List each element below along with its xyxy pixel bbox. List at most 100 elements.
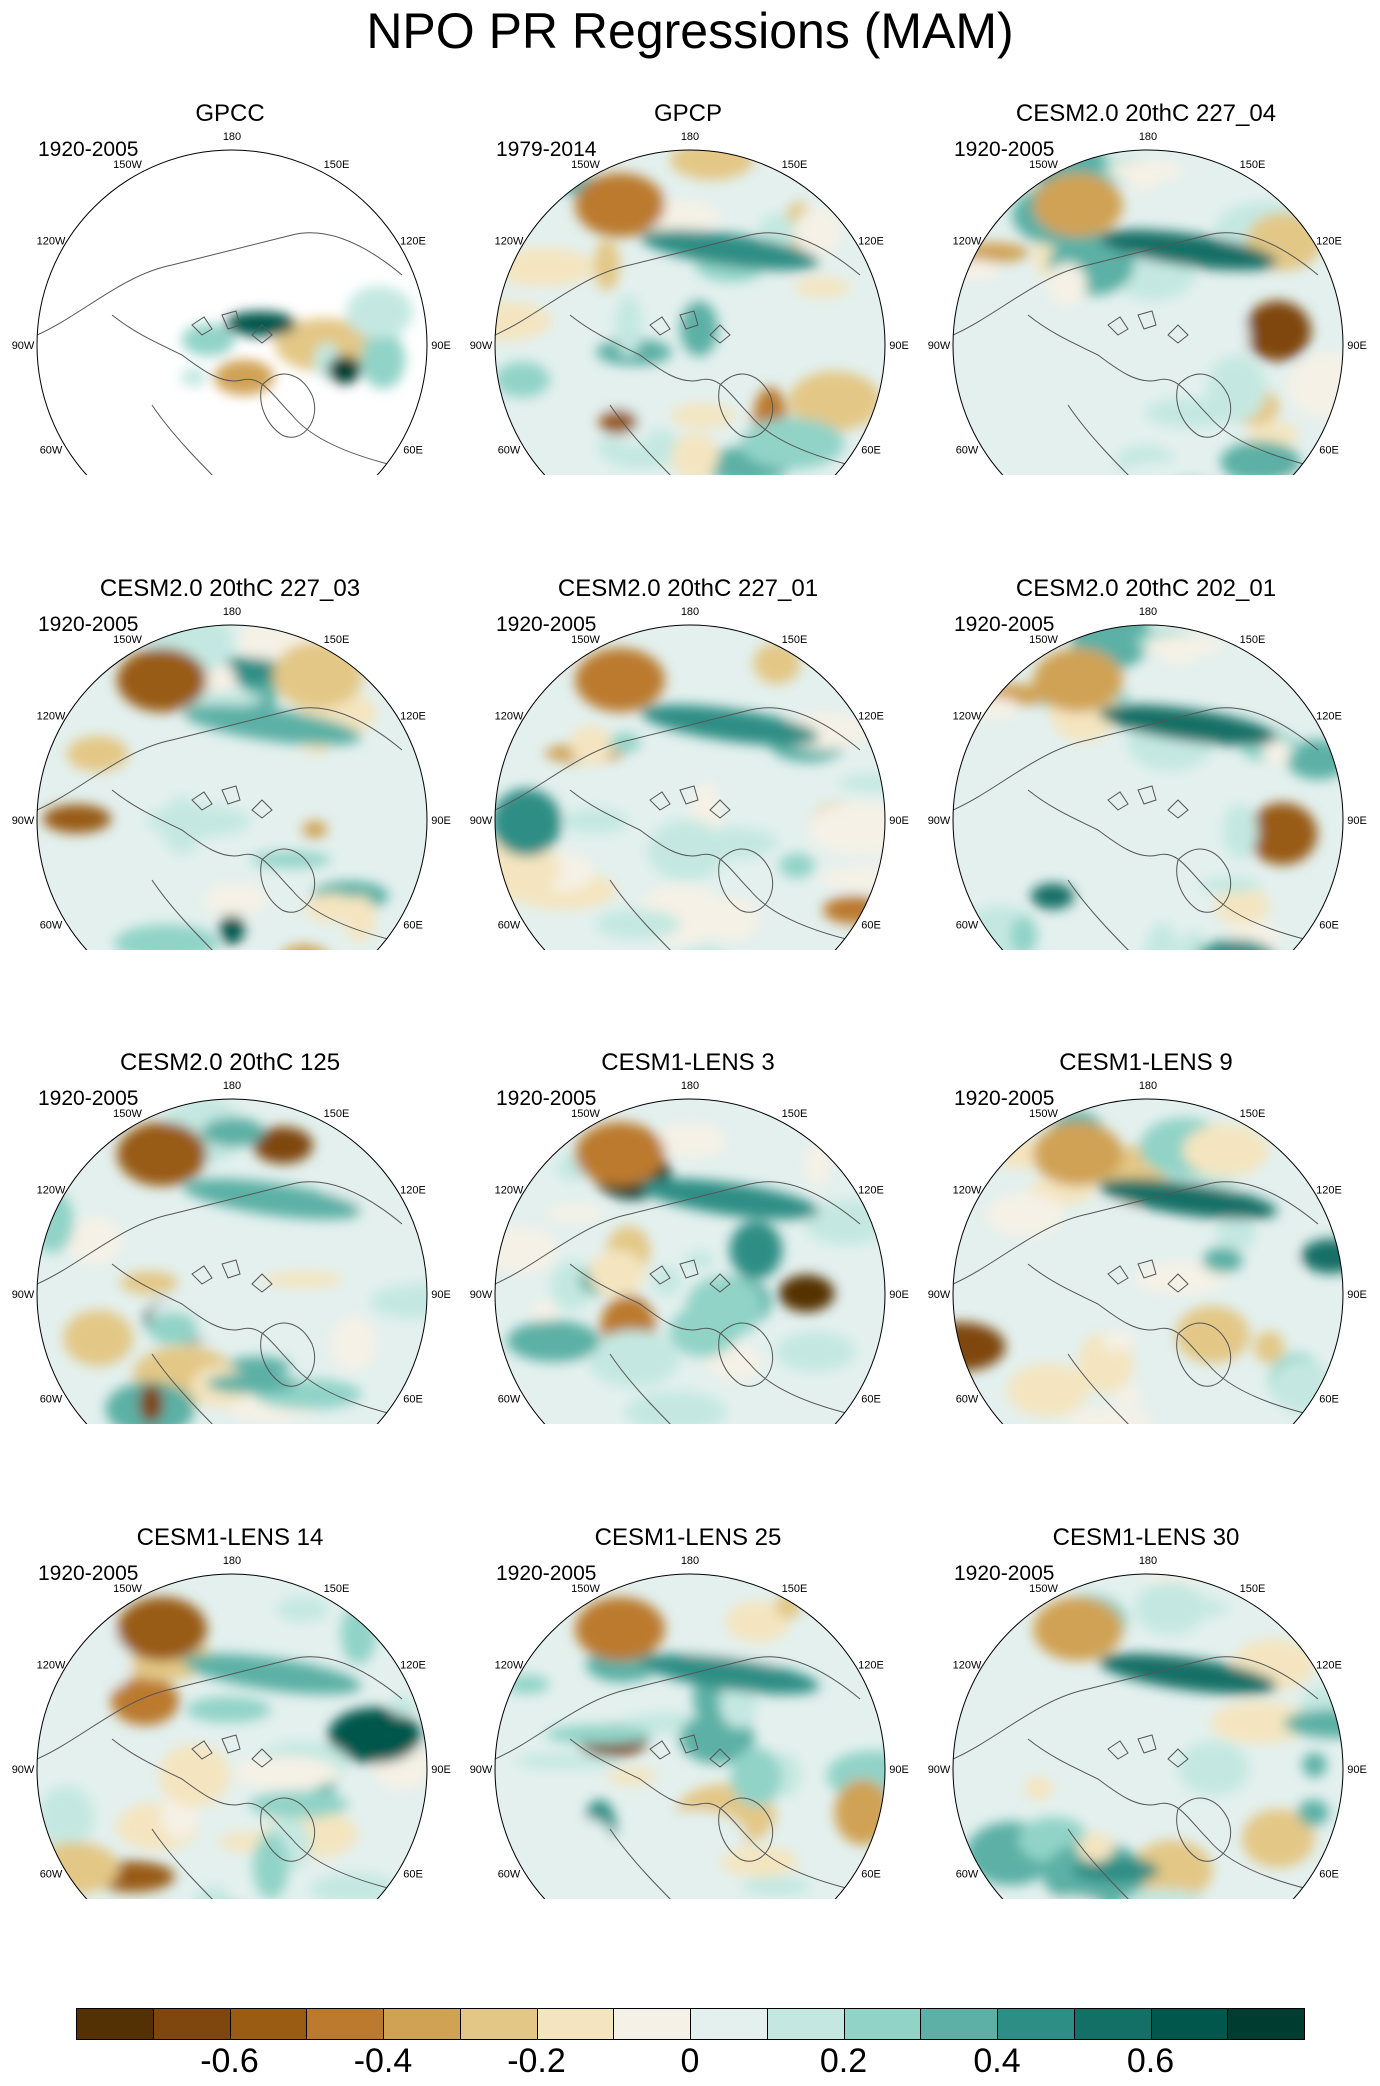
anomaly-patch: [495, 361, 550, 398]
longitude-label: 150W: [1029, 159, 1058, 171]
anomaly-patch: [729, 1220, 783, 1279]
anomaly-patch: [276, 1596, 329, 1622]
polar-map: 180150E120E90E60E30E030W60W90W120W150W: [470, 1555, 909, 1899]
anomaly-patch: [647, 819, 727, 881]
anomaly-patch: [613, 764, 644, 827]
colorbar-swatch: [229, 2008, 308, 2040]
anomaly-patch: [330, 1316, 377, 1372]
anomaly-patch: [214, 359, 275, 396]
coastline: [1107, 1734, 1189, 1768]
longitude-label: 180: [681, 131, 699, 143]
coastline: [37, 1181, 403, 1285]
panel-title: CESM1-LENS 14: [136, 1524, 324, 1551]
anomaly-patch: [1283, 1709, 1343, 1739]
anomaly-patch: [1024, 1776, 1054, 1801]
panel-title: GPCP: [653, 100, 722, 127]
anomaly-patch: [651, 1266, 682, 1296]
longitude-label: 150W: [1029, 1583, 1058, 1595]
longitude-label: 150W: [1029, 1108, 1058, 1120]
anomaly-patch: [139, 1383, 164, 1423]
longitude-label: 90W: [928, 815, 951, 827]
longitude-label: 150E: [324, 1108, 350, 1120]
colorbar-label: 0.6: [1126, 2042, 1175, 2080]
map-border: [494, 1573, 886, 1899]
anomaly-patch: [1047, 262, 1087, 307]
anomaly-patch: [1108, 160, 1185, 182]
anomaly-patch: [1081, 1202, 1140, 1232]
coastline: [953, 1181, 1319, 1285]
colorbar: -0.6 -0.4 -0.2 0 0.2 0.4 0.6: [76, 2008, 1305, 2082]
map-border: [952, 624, 1344, 950]
coastline: [718, 848, 774, 913]
coastline: [191, 1734, 273, 1768]
longitude-label: 90E: [431, 1289, 451, 1301]
anomaly-patch: [753, 642, 801, 685]
anomaly-patch: [110, 1676, 180, 1726]
panel-title: CESM1-LENS 3: [601, 1049, 775, 1076]
anomaly-patch: [370, 1284, 427, 1319]
longitude-label: 60E: [403, 1394, 423, 1406]
colorbar-swatch: [76, 2008, 154, 2040]
longitude-label: 120W: [37, 1660, 66, 1672]
anomaly-patch: [1098, 704, 1278, 746]
longitude-label: 120E: [400, 236, 426, 248]
map-panel: CESM1-LENS 31920-2005180150E120E90E60E30…: [458, 949, 918, 1424]
map-panel: CESM2.0 20thC 202_01 1920-2005 180 150E 120E…: [916, 475, 1376, 950]
map-border: [952, 1098, 1344, 1424]
panel-title: CESM2.0 20thC 227_04: [1015, 100, 1277, 127]
anomaly-patch: [361, 330, 406, 389]
longitude-label: 60E: [403, 920, 423, 932]
longitude-label: 120W: [953, 1185, 982, 1197]
anomaly-patch: [63, 1310, 134, 1367]
anomaly-patch: [575, 1122, 665, 1186]
anomaly-patch: [148, 1311, 198, 1345]
anomaly-patch: [1145, 398, 1237, 428]
colorbar-label: 0.2: [819, 2042, 868, 2080]
anomaly-patch: [224, 1356, 291, 1377]
longitude-label: 180: [1139, 1080, 1157, 1092]
anomaly-patch: [640, 1653, 820, 1695]
anomaly-patch: [607, 1767, 657, 1786]
longitude-label: 150W: [113, 159, 142, 171]
longitude-label: 60W: [956, 445, 979, 457]
longitude-label: 180: [223, 131, 241, 143]
panel-year-range: 1920-2005: [496, 613, 597, 636]
coastline: [151, 1828, 333, 1899]
panel-year-range: 1920-2005: [954, 613, 1055, 636]
longitude-label: 120W: [953, 711, 982, 723]
anomaly-patch: [817, 865, 885, 892]
coastline: [111, 314, 393, 466]
longitude-label: 120E: [858, 1185, 884, 1197]
anomaly-patch: [1175, 1305, 1250, 1364]
anomaly-patch: [514, 1752, 621, 1770]
longitude-label: 180: [681, 1555, 699, 1567]
anomaly-patch: [1215, 1217, 1256, 1251]
anomaly-patch: [1211, 1803, 1237, 1849]
coastline: [1176, 848, 1232, 913]
panel-year-range: 1979-2014: [496, 138, 597, 161]
longitude-label: 60W: [956, 1869, 979, 1881]
anomaly-patch: [704, 897, 760, 941]
map-panel: GPCC1920-2005180150E120E90E60E30E030W60W…: [0, 0, 460, 475]
anomaly-patch: [117, 1597, 207, 1661]
longitude-label: 90E: [889, 1764, 909, 1776]
anomaly-patch: [563, 808, 628, 834]
map-panel: CESM1-LENS 301920-2005180150E120E90E60E3…: [916, 1424, 1376, 1899]
longitude-label: 120E: [858, 1660, 884, 1672]
map-border: [952, 1573, 1344, 1899]
anomaly-patch: [1144, 634, 1223, 658]
anomaly-patch: [182, 1178, 362, 1220]
map-border: [36, 149, 428, 475]
longitude-label: 60W: [498, 920, 521, 932]
colorbar-swatch: [766, 2008, 845, 2040]
longitude-label: 90E: [889, 1289, 909, 1301]
longitude-label: 90W: [12, 815, 35, 827]
anomaly-patch: [653, 1122, 728, 1159]
colorbar-label: -0.2: [507, 2042, 566, 2080]
polar-map: 180150E120E90E60E30E030W60W90W120W150W: [928, 606, 1367, 950]
map-border: [494, 624, 886, 950]
panel-title: CESM2.0 20thC 202_01: [1015, 575, 1277, 602]
colorbar-swatch: [1227, 2008, 1305, 2040]
panel-title: CESM1-LENS 25: [594, 1524, 782, 1551]
anomaly-patch: [640, 704, 820, 746]
